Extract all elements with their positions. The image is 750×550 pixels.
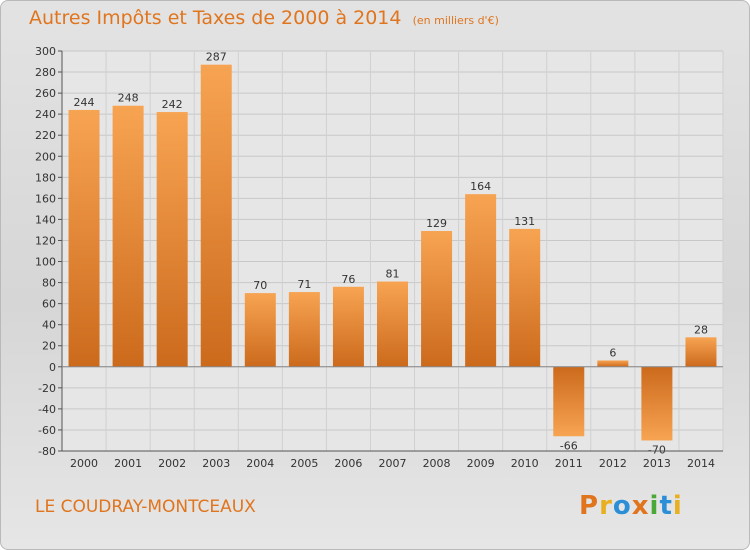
- location-label: LE COUDRAY-MONTCEAUX: [35, 497, 256, 517]
- value-label: 70: [253, 279, 267, 292]
- bar-2002: [156, 112, 188, 367]
- logo-letter: i: [672, 491, 683, 521]
- bar-2012: [597, 360, 629, 367]
- x-tick-label: 2002: [158, 457, 186, 470]
- y-tick-label: 200: [35, 150, 56, 163]
- x-tick-label: 2013: [643, 457, 671, 470]
- x-tick-label: 2007: [379, 457, 407, 470]
- y-tick-label: 60: [42, 298, 56, 311]
- x-tick-label: 2003: [202, 457, 230, 470]
- bar-2006: [332, 286, 364, 367]
- value-label: 287: [206, 51, 227, 64]
- bar-2007: [377, 281, 408, 367]
- y-tick-label: 180: [35, 171, 56, 184]
- value-label: 248: [118, 92, 139, 105]
- bar-2004: [244, 293, 276, 367]
- y-tick-label: -80: [38, 445, 56, 458]
- bar-2003: [200, 64, 232, 367]
- logo-letter: i: [649, 491, 660, 521]
- chart-title: Autres Impôts et Taxes de 2000 à 2014 (e…: [29, 7, 499, 29]
- chart-subtitle: (en milliers d'€): [412, 14, 499, 27]
- value-label: 131: [514, 215, 535, 228]
- axes: -80-60-40-200204060801001201401601802002…: [35, 45, 723, 470]
- bar-2011: [553, 366, 585, 437]
- x-tick-label: 2005: [290, 457, 318, 470]
- y-tick-label: -20: [38, 382, 56, 395]
- bars: 244 248 242 287 70 71 76 81 129 164 131 -66 6 -70 28: [68, 51, 717, 456]
- value-label: 81: [386, 268, 400, 281]
- chart-title-text: Autres Impôts et Taxes de 2000 à 2014: [29, 7, 402, 29]
- x-tick-label: 2008: [423, 457, 451, 470]
- logo-letter: o: [612, 491, 632, 521]
- bar-2008: [421, 231, 453, 367]
- y-tick-label: 20: [42, 340, 56, 353]
- bar-2013: [641, 366, 673, 441]
- logo-letter: t: [659, 491, 673, 521]
- y-tick-label: 40: [42, 319, 56, 332]
- logo-letter: r: [599, 491, 613, 521]
- bar-2001: [112, 105, 144, 367]
- bar-2014: [685, 337, 717, 367]
- y-tick-label: 300: [35, 45, 56, 58]
- y-tick-label: 280: [35, 66, 56, 79]
- bar-2000: [68, 109, 100, 367]
- y-tick-label: 100: [35, 256, 56, 269]
- bar-2010: [509, 228, 541, 367]
- x-tick-label: 2011: [555, 457, 583, 470]
- y-tick-label: 0: [49, 361, 56, 374]
- bar-2009: [465, 194, 497, 367]
- x-tick-label: 2004: [246, 457, 274, 470]
- x-tick-label: 2010: [511, 457, 539, 470]
- y-tick-label: 120: [35, 234, 56, 247]
- x-tick-label: 2006: [334, 457, 362, 470]
- x-tick-label: 2001: [114, 457, 142, 470]
- value-label: 6: [609, 346, 616, 359]
- y-tick-label: 140: [35, 213, 56, 226]
- value-label: 242: [162, 98, 183, 111]
- value-label: 129: [426, 217, 447, 230]
- y-tick-label: 160: [35, 192, 56, 205]
- proxiti-logo[interactable]: Proxiti: [579, 491, 683, 521]
- bar-2005: [288, 292, 320, 367]
- y-tick-label: 80: [42, 277, 56, 290]
- y-tick-label: -40: [38, 403, 56, 416]
- x-tick-label: 2014: [687, 457, 715, 470]
- value-label: 244: [74, 96, 95, 109]
- value-label: 71: [297, 278, 311, 291]
- y-tick-label: 220: [35, 129, 56, 142]
- y-tick-label: -60: [38, 424, 56, 437]
- value-label: 164: [470, 180, 491, 193]
- x-tick-label: 2009: [467, 457, 495, 470]
- value-label: -70: [648, 443, 666, 456]
- value-label: 28: [694, 323, 708, 336]
- y-tick-label: 260: [35, 87, 56, 100]
- x-tick-label: 2012: [599, 457, 627, 470]
- y-tick-label: 240: [35, 108, 56, 121]
- x-tick-label: 2000: [70, 457, 98, 470]
- value-label: 76: [341, 273, 355, 286]
- logo-letter: P: [579, 491, 600, 521]
- logo-letter: x: [631, 491, 650, 521]
- value-label: -66: [560, 439, 578, 452]
